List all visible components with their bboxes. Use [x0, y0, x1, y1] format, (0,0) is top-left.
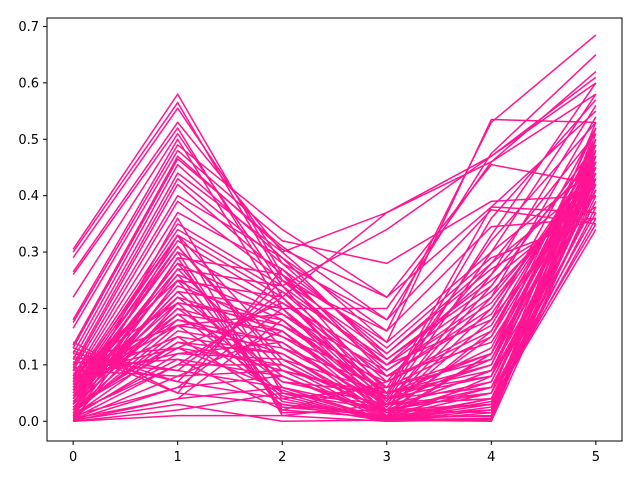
series-line-10 [72, 155, 596, 346]
y-tick-label: 0.3 [18, 246, 39, 261]
series-line-75 [72, 93, 597, 417]
y-tick-label: 0.6 [18, 76, 39, 91]
series-line-46 [72, 127, 597, 389]
x-tick-label: 5 [592, 450, 600, 465]
x-tick-label: 0 [69, 450, 77, 465]
series-line-6 [72, 82, 597, 298]
axes-frame [46, 17, 623, 442]
series-lines [72, 34, 597, 423]
series-line-77 [72, 99, 597, 408]
series-line-13 [72, 166, 597, 360]
y-tick-label: 0.0 [18, 415, 39, 430]
y-tick-label: 0.1 [18, 358, 39, 373]
series-line-61 [72, 212, 597, 419]
series-line-20 [72, 150, 597, 386]
series-line-62 [72, 223, 597, 420]
series-line-3 [72, 54, 597, 321]
series-line-73 [73, 116, 597, 408]
series-line-80 [72, 133, 597, 411]
series-line-66 [72, 195, 597, 423]
series-line-15 [72, 155, 597, 369]
series-line-52 [72, 206, 597, 383]
y-tick-label: 0.2 [18, 302, 39, 317]
x-tick-label: 4 [487, 450, 495, 465]
x-tick-label: 1 [174, 450, 182, 465]
series-line-78 [72, 110, 597, 403]
series-line-76 [72, 82, 597, 414]
series-line-60 [72, 200, 597, 418]
series-line-59 [72, 189, 597, 417]
series-line-4 [72, 76, 597, 273]
y-tick-label: 0.7 [18, 20, 39, 35]
series-line-85 [72, 189, 597, 423]
x-axis-ticks: 0 1 2 3 4 5 [69, 441, 600, 465]
x-tick-label: 2 [278, 450, 286, 465]
series-line-55 [72, 144, 597, 414]
series-line-8 [72, 144, 597, 323]
y-tick-label: 0.5 [18, 133, 39, 148]
series-line-79 [72, 121, 597, 400]
series-line-53 [72, 217, 597, 394]
series-line-9 [72, 149, 596, 329]
x-tick-label: 3 [383, 450, 391, 465]
series-line-58 [72, 178, 597, 414]
series-line-86 [72, 200, 597, 421]
series-line-5 [72, 71, 597, 298]
series-line-44 [72, 122, 597, 400]
series-line-84 [72, 178, 597, 420]
series-line-39 [73, 189, 597, 423]
series-line-74 [72, 105, 597, 420]
series-line-83 [72, 167, 597, 422]
series-line-11 [72, 158, 596, 349]
y-axis-ticks: 0.0 0.1 0.2 0.3 0.4 0.5 0.6 0.7 [18, 20, 47, 430]
series-line-2 [72, 34, 597, 332]
y-tick-label: 0.4 [18, 189, 39, 204]
